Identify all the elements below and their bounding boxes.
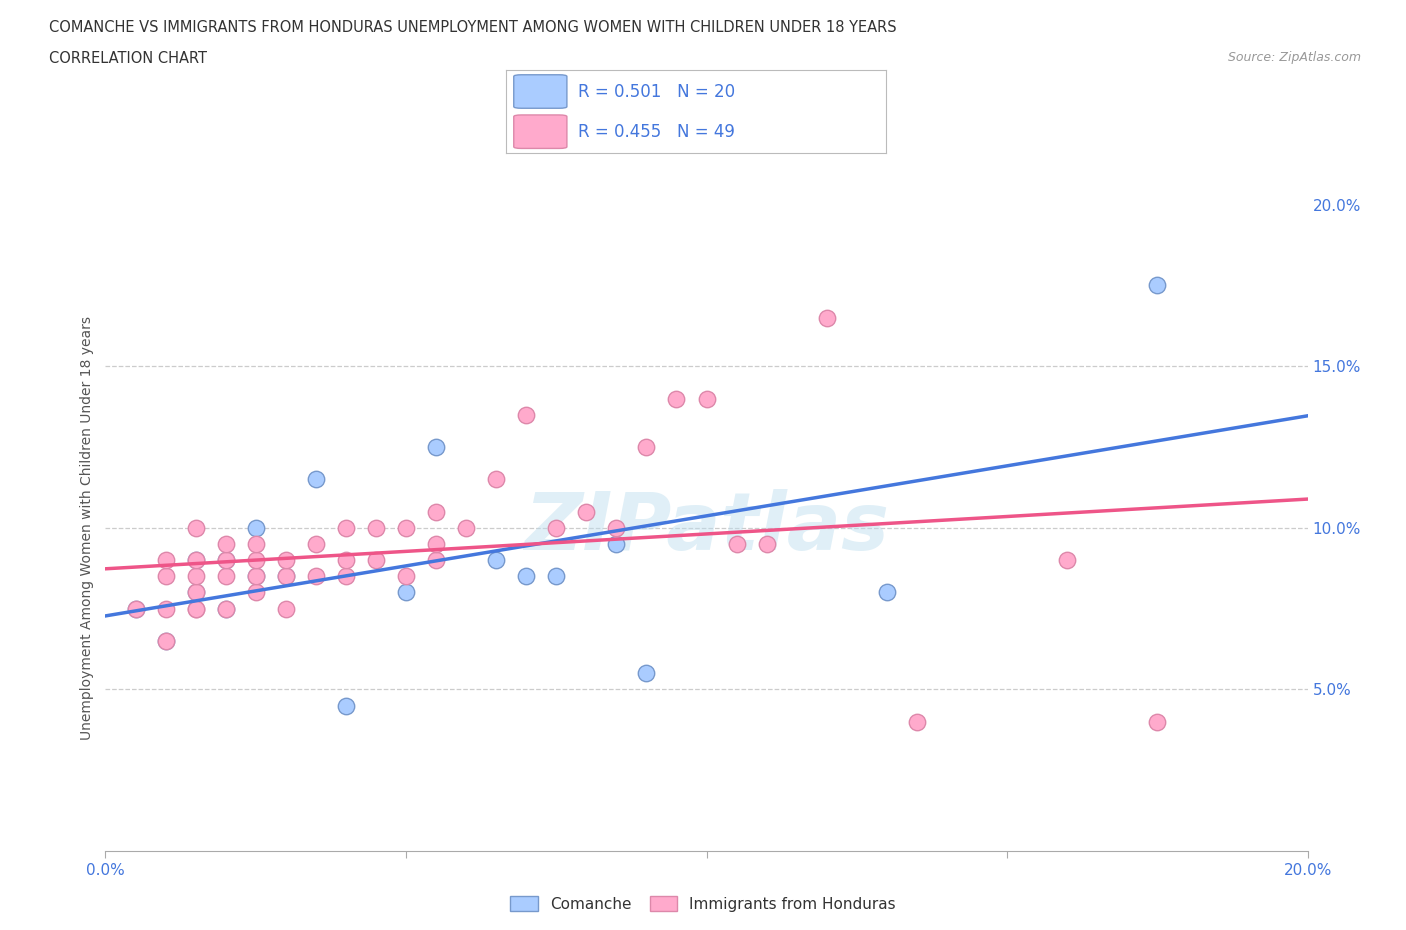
- Point: [425, 504, 447, 519]
- Point: [1056, 552, 1078, 567]
- Point: [876, 585, 898, 600]
- Point: [214, 601, 236, 616]
- Point: [245, 585, 267, 600]
- Point: [725, 537, 748, 551]
- Legend: Comanche, Immigrants from Honduras: Comanche, Immigrants from Honduras: [503, 889, 903, 918]
- Point: [274, 569, 297, 584]
- Point: [515, 407, 537, 422]
- Point: [155, 633, 177, 648]
- Point: [184, 569, 207, 584]
- Point: [245, 552, 267, 567]
- Point: [155, 601, 177, 616]
- Point: [214, 552, 236, 567]
- FancyBboxPatch shape: [513, 115, 567, 149]
- Point: [515, 569, 537, 584]
- Text: CORRELATION CHART: CORRELATION CHART: [49, 51, 207, 66]
- Point: [184, 585, 207, 600]
- Point: [454, 521, 477, 536]
- Point: [485, 472, 508, 486]
- Point: [305, 472, 328, 486]
- Text: Source: ZipAtlas.com: Source: ZipAtlas.com: [1227, 51, 1361, 64]
- Text: COMANCHE VS IMMIGRANTS FROM HONDURAS UNEMPLOYMENT AMONG WOMEN WITH CHILDREN UNDE: COMANCHE VS IMMIGRANTS FROM HONDURAS UNE…: [49, 20, 897, 35]
- Point: [395, 521, 418, 536]
- Point: [1146, 714, 1168, 729]
- Y-axis label: Unemployment Among Women with Children Under 18 years: Unemployment Among Women with Children U…: [80, 316, 94, 739]
- Point: [184, 585, 207, 600]
- Point: [184, 521, 207, 536]
- Point: [245, 521, 267, 536]
- Point: [335, 698, 357, 713]
- Point: [395, 585, 418, 600]
- Point: [575, 504, 598, 519]
- Point: [155, 552, 177, 567]
- Point: [155, 633, 177, 648]
- Point: [1146, 278, 1168, 293]
- Point: [214, 601, 236, 616]
- Point: [184, 601, 207, 616]
- Point: [245, 537, 267, 551]
- Point: [305, 537, 328, 551]
- Point: [184, 552, 207, 567]
- Point: [305, 569, 328, 584]
- Point: [335, 521, 357, 536]
- Point: [665, 392, 688, 406]
- Text: R = 0.501   N = 20: R = 0.501 N = 20: [578, 83, 735, 100]
- Point: [184, 552, 207, 567]
- Point: [335, 569, 357, 584]
- Point: [184, 601, 207, 616]
- Point: [364, 521, 387, 536]
- Point: [636, 666, 658, 681]
- Point: [425, 537, 447, 551]
- FancyBboxPatch shape: [513, 74, 567, 108]
- Point: [124, 601, 146, 616]
- Point: [815, 311, 838, 325]
- Point: [364, 552, 387, 567]
- Point: [755, 537, 778, 551]
- Point: [485, 552, 508, 567]
- Point: [395, 569, 418, 584]
- Point: [546, 521, 568, 536]
- Point: [214, 552, 236, 567]
- Point: [214, 537, 236, 551]
- Text: R = 0.455   N = 49: R = 0.455 N = 49: [578, 123, 735, 140]
- Point: [905, 714, 928, 729]
- Point: [546, 569, 568, 584]
- Point: [335, 552, 357, 567]
- Point: [274, 569, 297, 584]
- Point: [274, 601, 297, 616]
- Point: [605, 521, 627, 536]
- Point: [245, 569, 267, 584]
- Point: [696, 392, 718, 406]
- Point: [124, 601, 146, 616]
- Point: [425, 552, 447, 567]
- Point: [155, 569, 177, 584]
- Point: [274, 552, 297, 567]
- Point: [425, 440, 447, 455]
- Point: [636, 440, 658, 455]
- Point: [214, 569, 236, 584]
- Point: [605, 537, 627, 551]
- Point: [245, 569, 267, 584]
- Text: ZIPatlas: ZIPatlas: [524, 489, 889, 566]
